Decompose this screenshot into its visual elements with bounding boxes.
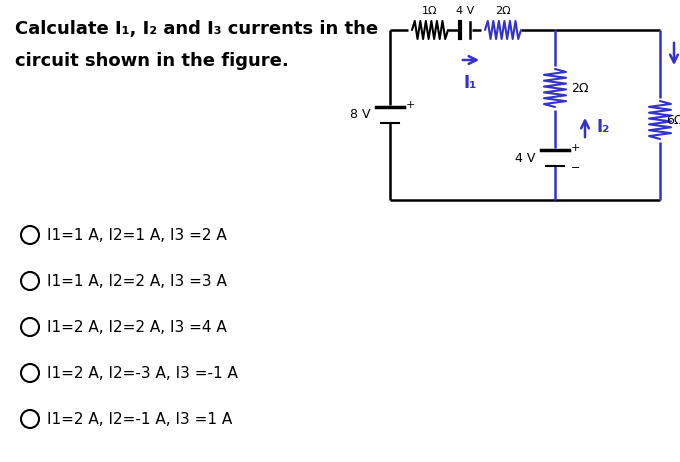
Text: I₁: I₁ <box>463 74 477 92</box>
Text: I1=2 A, I2=-1 A, I3 =1 A: I1=2 A, I2=-1 A, I3 =1 A <box>47 412 233 426</box>
Text: I₂: I₂ <box>597 118 611 136</box>
Text: I1=2 A, I2=2 A, I3 =4 A: I1=2 A, I2=2 A, I3 =4 A <box>47 320 226 334</box>
Text: I1=1 A, I2=1 A, I3 =2 A: I1=1 A, I2=1 A, I3 =2 A <box>47 227 226 243</box>
Text: +: + <box>406 100 415 110</box>
Text: 1Ω: 1Ω <box>422 6 438 16</box>
Text: 2Ω: 2Ω <box>571 81 588 95</box>
Text: −: − <box>571 163 580 173</box>
Text: 2Ω: 2Ω <box>495 6 511 16</box>
Text: 8 V: 8 V <box>350 109 370 122</box>
Text: 4 V: 4 V <box>515 152 535 164</box>
Text: 4 V: 4 V <box>456 6 474 16</box>
Text: I1=2 A, I2=-3 A, I3 =-1 A: I1=2 A, I2=-3 A, I3 =-1 A <box>47 365 238 381</box>
Text: Calculate I₁, I₂ and I₃ currents in the: Calculate I₁, I₂ and I₃ currents in the <box>15 20 378 38</box>
Text: 6Ω: 6Ω <box>666 114 680 127</box>
Text: +: + <box>571 143 580 153</box>
Text: I1=1 A, I2=2 A, I3 =3 A: I1=1 A, I2=2 A, I3 =3 A <box>47 274 227 288</box>
Text: circuit shown in the figure.: circuit shown in the figure. <box>15 52 289 70</box>
